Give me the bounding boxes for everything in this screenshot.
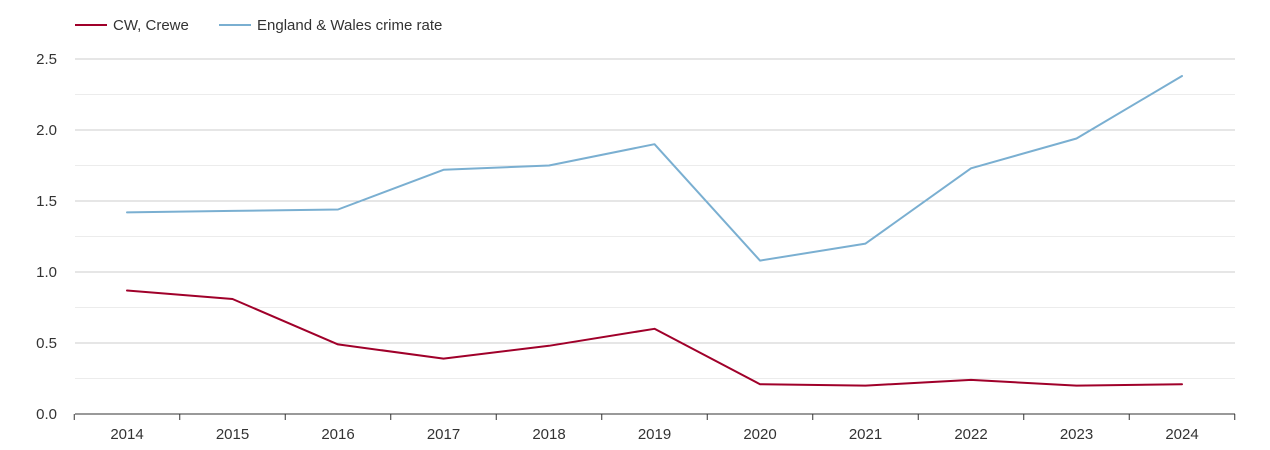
x-tick-label: 2020 (743, 426, 776, 443)
y-axis: 0.0 0.5 1.0 1.5 2.0 2.5 (36, 51, 57, 423)
x-tick-label: 2017 (427, 426, 460, 443)
y-tick-label: 2.0 (36, 122, 57, 139)
legend: CW, Crewe England & Wales crime rate (75, 17, 442, 34)
series-lines (126, 75, 1183, 387)
x-tick-label: 2024 (1165, 426, 1198, 443)
x-tick-label: 2019 (638, 426, 671, 443)
y-tick-label: 1.0 (36, 264, 57, 281)
x-tick-label: 2016 (321, 426, 354, 443)
y-tick-label: 0.0 (36, 406, 57, 423)
series-line-england-wales-crime-rate (126, 75, 1183, 262)
x-tick-label: 2015 (216, 426, 249, 443)
y-tick-label: 0.5 (36, 335, 57, 352)
x-tick-label: 2022 (954, 426, 987, 443)
x-tick-label: 2014 (110, 426, 143, 443)
y-tick-label: 1.5 (36, 193, 57, 210)
grid-lines (75, 58, 1235, 379)
x-tick-label: 2023 (1060, 426, 1093, 443)
legend-label: CW, Crewe (113, 17, 189, 34)
legend-label: England & Wales crime rate (257, 17, 442, 34)
x-axis: 2014 2015 2016 2017 2018 2019 2020 2021 2022 2023… (73, 413, 1236, 443)
y-tick-label: 2.5 (36, 51, 57, 68)
x-tick-label: 2021 (849, 426, 882, 443)
x-tick-label: 2018 (532, 426, 565, 443)
series-line-cw-crewe (126, 289, 1183, 387)
